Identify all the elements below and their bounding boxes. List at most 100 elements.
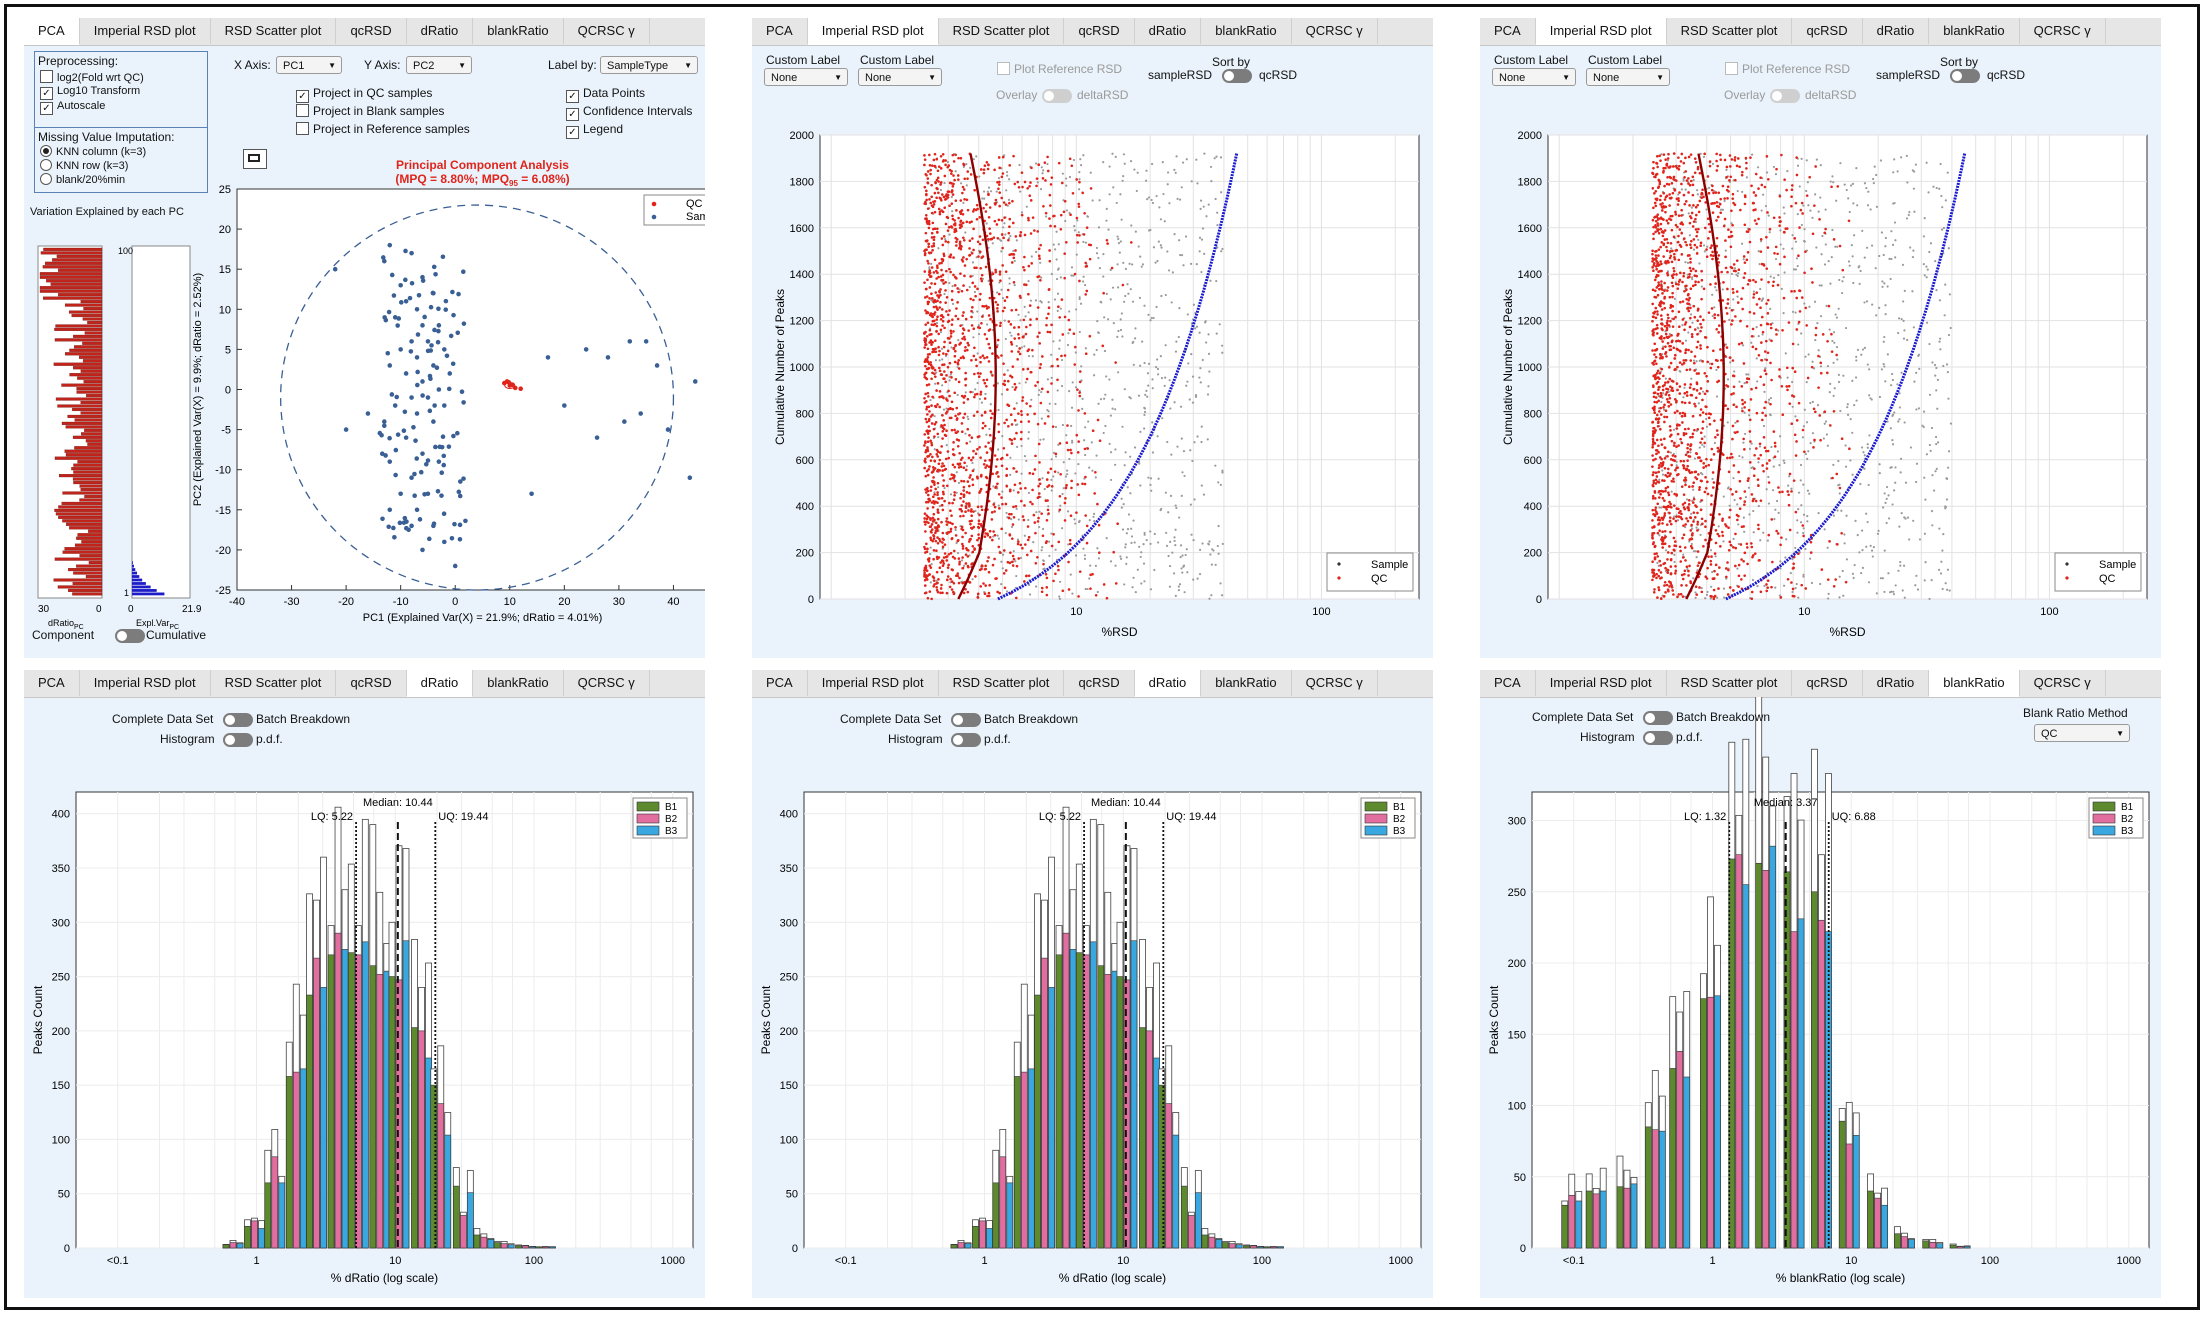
- plot-reference-checkbox[interactable]: Plot Reference RSD: [997, 62, 1122, 76]
- qc-point: [993, 219, 997, 223]
- qc-point: [959, 223, 963, 226]
- sample-point: [1083, 557, 1087, 560]
- imputation-radio[interactable]: KNN row (k=3): [40, 159, 128, 172]
- qc-point: [1772, 430, 1776, 433]
- sample-point: [458, 479, 463, 484]
- sample-point: [933, 448, 936, 451]
- qc-point: [1736, 518, 1739, 522]
- checkbox-icon[interactable]: ✓: [566, 126, 579, 139]
- checkbox-icon[interactable]: ✓: [566, 90, 579, 103]
- qc-point: [932, 350, 936, 353]
- sample-point: [1174, 528, 1177, 531]
- tab-imperial-rsd-plot[interactable]: Imperial RSD plot: [807, 18, 939, 45]
- tab-dratio[interactable]: dRatio: [1135, 18, 1202, 44]
- preprocessing-checkbox[interactable]: ✓ Autoscale: [40, 100, 105, 115]
- tab-pca[interactable]: PCA: [1480, 18, 1536, 44]
- sample-point: [1748, 414, 1751, 417]
- project-checkbox[interactable]: Project in Blank samples: [296, 104, 444, 118]
- qc-point: [1663, 324, 1667, 328]
- custom-label-2-dropdown[interactable]: None: [858, 68, 942, 87]
- project-checkbox[interactable]: ✓ Project in QC samples: [296, 86, 432, 103]
- tab-qcrsc[interactable]: QCRSC γ: [1292, 18, 1378, 44]
- tab-qcrsd[interactable]: qcRSD: [1792, 18, 1863, 44]
- overlay-toggle[interactable]: [1042, 89, 1072, 103]
- imputation-radio[interactable]: blank/20%min: [40, 173, 125, 186]
- checkbox-icon[interactable]: [997, 62, 1010, 75]
- qc-point: [1663, 403, 1666, 407]
- sample-point: [1013, 284, 1016, 287]
- checkbox-icon[interactable]: ✓: [40, 102, 53, 115]
- preprocessing-checkbox[interactable]: ✓ Log10 Transform: [40, 85, 140, 100]
- qc-point: [1000, 175, 1004, 179]
- sample-point: [427, 408, 433, 414]
- radio-icon[interactable]: [40, 173, 52, 185]
- radio-icon[interactable]: [40, 159, 52, 171]
- tab-qcrsd[interactable]: qcRSD: [336, 18, 407, 44]
- dratio-pc-bar: [74, 446, 103, 450]
- tab-pca[interactable]: PCA: [752, 18, 808, 44]
- qc-point: [1669, 403, 1673, 406]
- qc-point: [1069, 514, 1073, 518]
- tab-qcrsc[interactable]: QCRSC γ: [2020, 18, 2106, 44]
- tab-pca[interactable]: PCA: [24, 18, 80, 45]
- sample-point: [1094, 564, 1098, 567]
- qc-point: [1659, 391, 1663, 395]
- checkbox-icon[interactable]: [296, 122, 309, 135]
- display-checkbox[interactable]: ✓ Confidence Intervals: [566, 104, 692, 121]
- sample-point: [1912, 249, 1915, 252]
- cumulative-toggle[interactable]: [115, 629, 145, 643]
- checkbox-icon[interactable]: [296, 104, 309, 117]
- tab-imperial-rsd-plot[interactable]: Imperial RSD plot: [1535, 18, 1667, 45]
- checkbox-icon[interactable]: ✓: [566, 108, 579, 121]
- tab-blankratio[interactable]: blankRatio: [1201, 18, 1292, 44]
- label-by-dropdown[interactable]: SampleType: [600, 56, 698, 75]
- sample-point: [937, 435, 940, 439]
- sample-point: [1825, 304, 1828, 307]
- tab-rsd-scatter-plot[interactable]: RSD Scatter plot: [211, 18, 337, 44]
- tab-qcrsd[interactable]: qcRSD: [1064, 18, 1135, 44]
- checkbox-icon[interactable]: ✓: [40, 87, 53, 100]
- tab-blankratio[interactable]: blankRatio: [473, 18, 564, 44]
- qc-point: [1674, 540, 1677, 543]
- qc-point: [1694, 280, 1697, 284]
- export-figure-icon[interactable]: [243, 149, 267, 169]
- display-checkbox[interactable]: ✓ Data Points: [566, 86, 645, 103]
- project-checkbox[interactable]: Project in Reference samples: [296, 122, 470, 136]
- pca-subtitle-sub: 95: [509, 179, 518, 188]
- sample-point: [418, 469, 424, 475]
- qc-point: [1657, 574, 1661, 578]
- sample-point: [1083, 284, 1087, 287]
- qc-point: [1782, 296, 1786, 300]
- qc-point: [954, 314, 958, 318]
- tab-rsd-scatter-plot[interactable]: RSD Scatter plot: [939, 18, 1065, 44]
- tab-dratio[interactable]: dRatio: [1863, 18, 1930, 44]
- qc-point: [1691, 532, 1694, 535]
- qc-point: [1693, 470, 1697, 474]
- tab-imperial-rsd-plot[interactable]: Imperial RSD plot: [80, 18, 211, 44]
- y-axis-dropdown[interactable]: PC2: [406, 56, 472, 75]
- sample-point: [1894, 466, 1897, 469]
- sample-point: [1062, 461, 1065, 464]
- qc-point: [926, 321, 930, 325]
- display-checkbox[interactable]: ✓ Legend: [566, 122, 623, 139]
- sample-point: [1888, 257, 1891, 260]
- checkbox-icon[interactable]: ✓: [296, 90, 309, 103]
- preprocessing-checkbox[interactable]: log2(Fold wrt QC): [40, 70, 144, 84]
- tab-rsd-scatter-plot[interactable]: RSD Scatter plot: [1667, 18, 1793, 44]
- sample-point: [956, 393, 959, 397]
- qc-point: [1778, 216, 1781, 219]
- qc-point: [1740, 341, 1744, 345]
- sample-point: [1849, 418, 1852, 421]
- tab-blankratio[interactable]: blankRatio: [1929, 18, 2020, 44]
- custom-label-1-dropdown[interactable]: None: [764, 68, 848, 87]
- tab-dratio[interactable]: dRatio: [407, 18, 474, 44]
- x-axis-dropdown[interactable]: PC1: [276, 56, 342, 75]
- radio-icon[interactable]: [40, 145, 52, 157]
- tab-qcrsc[interactable]: QCRSC γ: [564, 18, 650, 44]
- checkbox-icon[interactable]: [40, 70, 53, 83]
- sort-toggle[interactable]: [1222, 69, 1252, 83]
- sample-point: [1027, 518, 1030, 522]
- imputation-radio[interactable]: KNN column (k=3): [40, 145, 146, 158]
- qc-point: [1663, 437, 1666, 441]
